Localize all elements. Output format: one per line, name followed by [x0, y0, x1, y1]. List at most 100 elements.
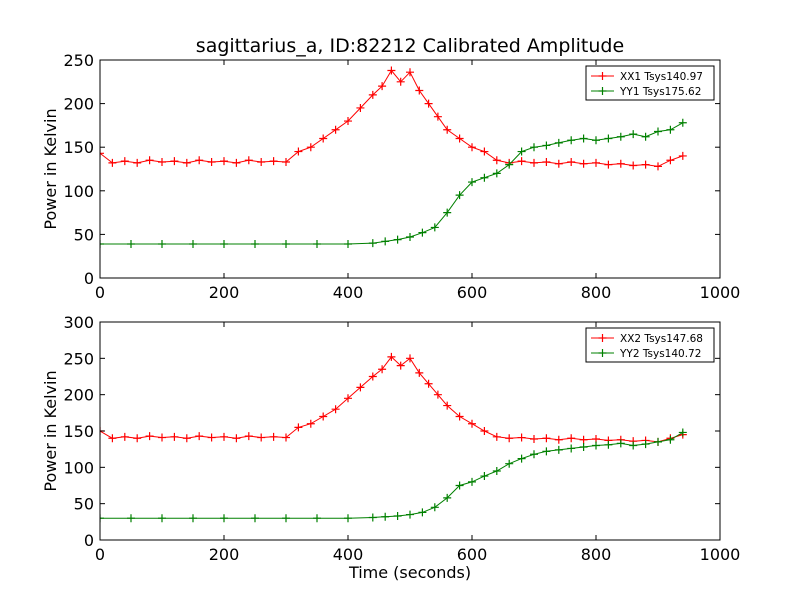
data-point: [542, 158, 551, 167]
data-point: [170, 157, 179, 166]
data-point: [378, 365, 387, 374]
data-point: [468, 419, 476, 428]
legend-item-2: YY2 Tsys140.72: [591, 348, 701, 360]
data-point: [145, 432, 154, 441]
series-line: [100, 122, 684, 245]
legend-marker: [598, 87, 607, 95]
data-point: [517, 454, 526, 463]
data-point: [182, 158, 191, 167]
data-point: [443, 493, 452, 502]
data-point: [480, 427, 489, 435]
data-point: [424, 379, 433, 388]
legend-label: XX1 Tsys140.97: [620, 71, 703, 83]
data-point: [406, 510, 414, 519]
y-tick-label: 150: [63, 422, 94, 441]
data-point: [480, 173, 489, 182]
data-point: [120, 432, 129, 441]
data-point: [592, 441, 600, 450]
data-point: [641, 440, 650, 449]
data-point: [294, 147, 303, 156]
series-line: [100, 356, 683, 443]
data-point: [443, 125, 452, 134]
data-point: [629, 130, 638, 139]
data-point: [530, 143, 538, 152]
data-point: [406, 233, 414, 242]
data-point: [269, 157, 278, 166]
data-point: [592, 158, 600, 167]
data-point: [666, 156, 675, 165]
data-point: [127, 239, 135, 248]
legend-label: XX2 Tsys147.68: [620, 333, 703, 345]
data-point: [120, 157, 129, 166]
data-point: [517, 147, 526, 156]
data-point: [654, 437, 662, 446]
data-point: [678, 118, 687, 127]
data-point: [331, 125, 340, 134]
data-point: [654, 127, 662, 136]
data-point: [468, 143, 476, 152]
data-point: [251, 239, 259, 248]
data-point: [641, 160, 650, 169]
data-point: [100, 149, 104, 158]
data-point: [579, 442, 588, 451]
data-point: [542, 141, 551, 150]
y-tick-label: 250: [63, 349, 94, 368]
x-tick-label: 200: [209, 283, 240, 302]
y-tick-label: 200: [63, 95, 94, 114]
data-point: [158, 158, 166, 167]
data-point: [592, 136, 600, 145]
data-point: [145, 156, 154, 165]
legend-box: [585, 327, 715, 363]
data-point: [492, 169, 501, 178]
data-point: [455, 481, 464, 490]
data-point: [480, 472, 489, 481]
data-point: [542, 447, 551, 456]
data-point: [344, 394, 352, 403]
data-point: [616, 132, 625, 141]
x-tick-label: 400: [333, 283, 364, 302]
data-point: [567, 444, 576, 453]
series-1: [100, 66, 687, 171]
y-axis-label: Power in Kelvin: [41, 108, 60, 229]
y-tick-label: 150: [63, 138, 94, 157]
data-point: [616, 159, 625, 168]
data-point: [344, 239, 352, 248]
data-point: [629, 441, 638, 450]
data-point: [244, 156, 253, 165]
y-tick-label: 0: [84, 531, 94, 550]
data-point: [257, 433, 266, 442]
x-tick-label: 600: [457, 545, 488, 564]
plot-area: [100, 66, 687, 248]
data-point: [505, 434, 514, 443]
axes-frame: [99, 59, 721, 279]
data-point: [530, 158, 538, 167]
data-point: [257, 158, 266, 167]
data-point: [108, 158, 117, 167]
data-point: [604, 134, 613, 143]
legend-marker: [598, 349, 607, 357]
data-point: [170, 432, 179, 441]
data-point: [468, 178, 476, 187]
y-tick-label: 250: [63, 51, 94, 70]
data-point: [654, 162, 662, 171]
x-tick-label: 200: [209, 545, 240, 564]
series-2: [100, 428, 687, 523]
data-point: [629, 161, 638, 170]
data-point: [294, 423, 303, 432]
data-point: [368, 90, 377, 99]
y-tick-label: 300: [63, 313, 94, 332]
data-point: [492, 466, 501, 475]
data-point: [396, 77, 405, 86]
data-point: [542, 434, 551, 443]
y-axis-label: Power in Kelvin: [41, 370, 60, 491]
data-point: [282, 239, 290, 248]
data-point: [579, 134, 588, 143]
data-point: [313, 514, 321, 523]
data-point: [517, 433, 526, 442]
y-tick-label: 100: [63, 458, 94, 477]
data-point: [189, 514, 197, 523]
data-point: [220, 514, 228, 523]
legend-item-1: XX2 Tsys147.68: [591, 333, 703, 345]
data-point: [455, 412, 464, 421]
